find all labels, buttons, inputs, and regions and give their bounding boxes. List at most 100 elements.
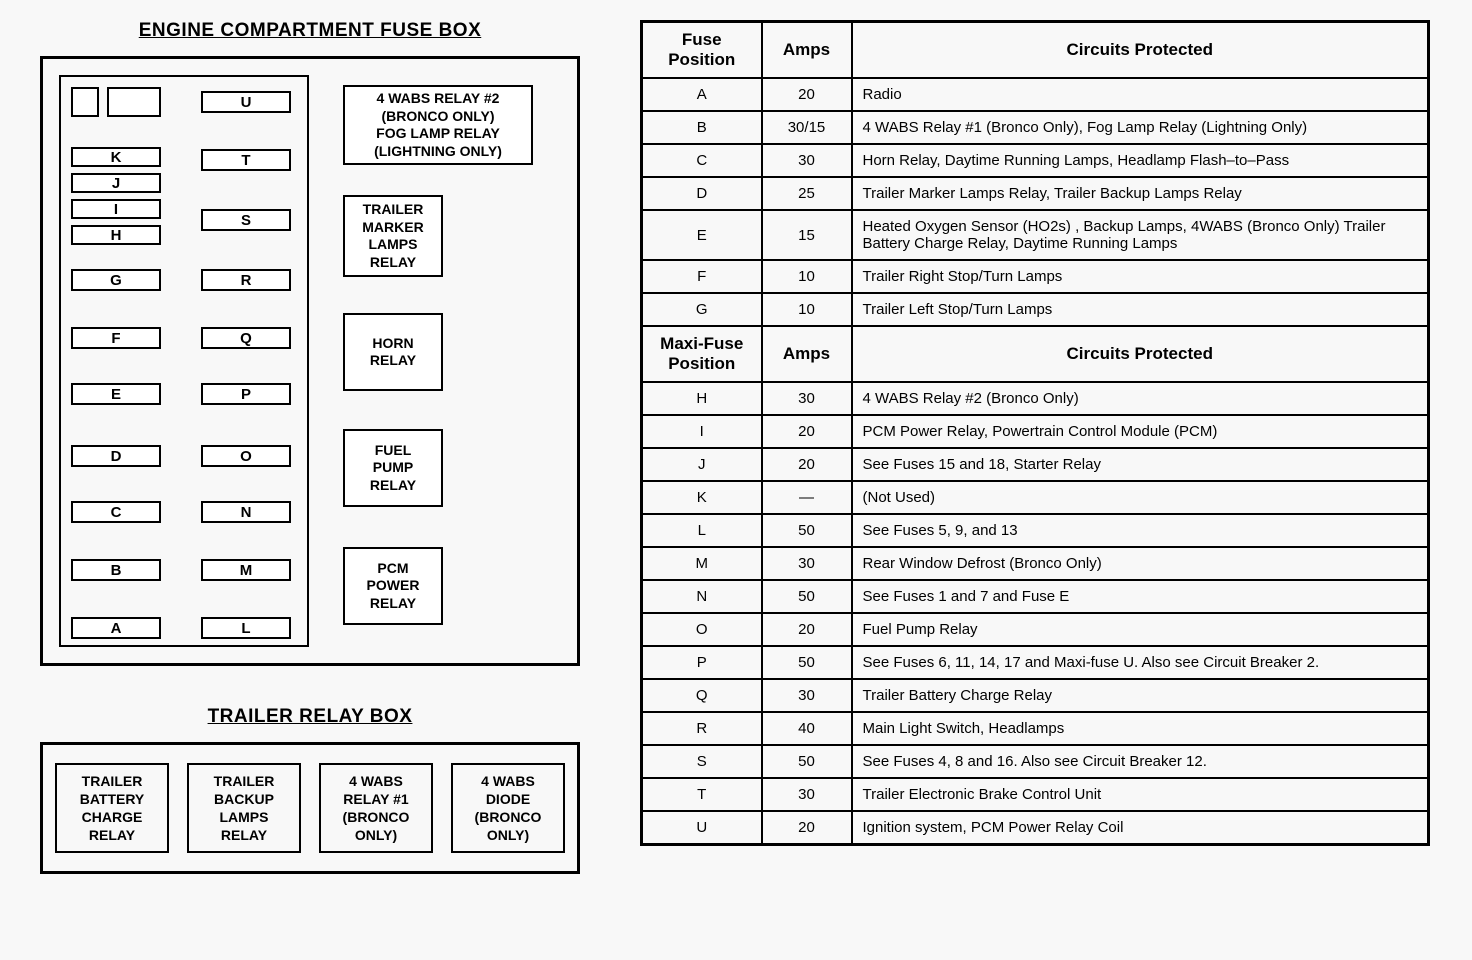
cell-amps: 20 — [762, 415, 852, 448]
cell-circuits: Rear Window Defrost (Bronco Only) — [852, 547, 1429, 580]
table-row: T30Trailer Electronic Brake Control Unit — [642, 778, 1429, 811]
fuse-blank2 — [107, 87, 161, 117]
table-row: R40Main Light Switch, Headlamps — [642, 712, 1429, 745]
cell-pos: H — [642, 382, 762, 415]
trailer-relay-2: 4 WABS RELAY #1 (BRONCO ONLY) — [319, 763, 433, 853]
cell-pos: N — [642, 580, 762, 613]
table-row: J20See Fuses 15 and 18, Starter Relay — [642, 448, 1429, 481]
trailer-relay-1: TRAILER BACKUP LAMPS RELAY — [187, 763, 301, 853]
trailer-relay-box: TRAILER BATTERY CHARGE RELAYTRAILER BACK… — [40, 742, 580, 874]
cell-pos: P — [642, 646, 762, 679]
cell-pos: E — [642, 210, 762, 260]
cell-circuits: Trailer Marker Lamps Relay, Trailer Back… — [852, 177, 1429, 210]
cell-pos: O — [642, 613, 762, 646]
fuse-F: F — [71, 327, 161, 349]
fuse-C: C — [71, 501, 161, 523]
cell-amps: 50 — [762, 514, 852, 547]
fuse-Q: Q — [201, 327, 291, 349]
cell-amps: 15 — [762, 210, 852, 260]
cell-pos: C — [642, 144, 762, 177]
cell-amps: 20 — [762, 613, 852, 646]
cell-circuits: Heated Oxygen Sensor (HO2s) , Backup Lam… — [852, 210, 1429, 260]
table-row: M30Rear Window Defrost (Bronco Only) — [642, 547, 1429, 580]
cell-pos: L — [642, 514, 762, 547]
cell-amps: — — [762, 481, 852, 514]
cell-amps: 50 — [762, 646, 852, 679]
right-panel: Fuse PositionAmpsCircuits ProtectedA20Ra… — [640, 20, 1430, 846]
fuse-G: G — [71, 269, 161, 291]
cell-pos: G — [642, 293, 762, 326]
cell-circuits: Trailer Battery Charge Relay — [852, 679, 1429, 712]
fuse-E: E — [71, 383, 161, 405]
table-row: F10Trailer Right Stop/Turn Lamps — [642, 260, 1429, 293]
cell-circuits: Ignition system, PCM Power Relay Coil — [852, 811, 1429, 845]
cell-pos: D — [642, 177, 762, 210]
cell-circuits: (Not Used) — [852, 481, 1429, 514]
cell-circuits: Radio — [852, 78, 1429, 111]
cell-pos: S — [642, 745, 762, 778]
fuse-J: J — [71, 173, 161, 193]
cell-amps: 40 — [762, 712, 852, 745]
cell-pos: J — [642, 448, 762, 481]
fuse-T: T — [201, 149, 291, 171]
col-amps: Amps — [762, 326, 852, 382]
cell-circuits: Horn Relay, Daytime Running Lamps, Headl… — [852, 144, 1429, 177]
cell-circuits: Fuel Pump Relay — [852, 613, 1429, 646]
cell-circuits: PCM Power Relay, Powertrain Control Modu… — [852, 415, 1429, 448]
cell-amps: 10 — [762, 260, 852, 293]
cell-circuits: 4 WABS Relay #2 (Bronco Only) — [852, 382, 1429, 415]
fuse-I: I — [71, 199, 161, 219]
fuse-box-title: ENGINE COMPARTMENT FUSE BOX — [40, 20, 580, 42]
fuse-N: N — [201, 501, 291, 523]
table-row: D25Trailer Marker Lamps Relay, Trailer B… — [642, 177, 1429, 210]
table-row: A20Radio — [642, 78, 1429, 111]
trailer-title: TRAILER RELAY BOX — [40, 706, 580, 728]
table-header: Maxi-Fuse PositionAmpsCircuits Protected — [642, 326, 1429, 382]
cell-circuits: Trailer Right Stop/Turn Lamps — [852, 260, 1429, 293]
table-row: N50See Fuses 1 and 7 and Fuse E — [642, 580, 1429, 613]
cell-amps: 50 — [762, 580, 852, 613]
cell-circuits: See Fuses 4, 8 and 16. Also see Circuit … — [852, 745, 1429, 778]
fuse-box-inner: KJIHGFEDCBAUTSRQPONML — [59, 75, 309, 647]
cell-amps: 25 — [762, 177, 852, 210]
fuse-D: D — [71, 445, 161, 467]
table-row: P50See Fuses 6, 11, 14, 17 and Maxi-fuse… — [642, 646, 1429, 679]
fuse-P: P — [201, 383, 291, 405]
relay-1: TRAILER MARKER LAMPS RELAY — [343, 195, 443, 277]
cell-amps: 20 — [762, 448, 852, 481]
col-amps: Amps — [762, 22, 852, 79]
cell-circuits: See Fuses 1 and 7 and Fuse E — [852, 580, 1429, 613]
table-row: U20Ignition system, PCM Power Relay Coil — [642, 811, 1429, 845]
table-row: B30/154 WABS Relay #1 (Bronco Only), Fog… — [642, 111, 1429, 144]
relay-0: 4 WABS RELAY #2 (BRONCO ONLY) FOG LAMP R… — [343, 85, 533, 165]
cell-circuits: Trailer Left Stop/Turn Lamps — [852, 293, 1429, 326]
cell-circuits: 4 WABS Relay #1 (Bronco Only), Fog Lamp … — [852, 111, 1429, 144]
fuse-table: Fuse PositionAmpsCircuits ProtectedA20Ra… — [640, 20, 1430, 846]
cell-amps: 30 — [762, 144, 852, 177]
table-row: K—(Not Used) — [642, 481, 1429, 514]
cell-circuits: Trailer Electronic Brake Control Unit — [852, 778, 1429, 811]
cell-amps: 30 — [762, 382, 852, 415]
cell-amps: 30/15 — [762, 111, 852, 144]
relay-3: FUEL PUMP RELAY — [343, 429, 443, 507]
cell-amps: 50 — [762, 745, 852, 778]
table-row: Q30Trailer Battery Charge Relay — [642, 679, 1429, 712]
table-row: H304 WABS Relay #2 (Bronco Only) — [642, 382, 1429, 415]
left-panel: ENGINE COMPARTMENT FUSE BOX KJIHGFEDCBAU… — [40, 20, 580, 874]
cell-pos: F — [642, 260, 762, 293]
cell-amps: 10 — [762, 293, 852, 326]
table-header: Fuse PositionAmpsCircuits Protected — [642, 22, 1429, 79]
fuse-R: R — [201, 269, 291, 291]
col-circuits: Circuits Protected — [852, 22, 1429, 79]
cell-amps: 30 — [762, 547, 852, 580]
cell-circuits: See Fuses 5, 9, and 13 — [852, 514, 1429, 547]
fuse-H: H — [71, 225, 161, 245]
cell-circuits: See Fuses 6, 11, 14, 17 and Maxi-fuse U.… — [852, 646, 1429, 679]
fuse-B: B — [71, 559, 161, 581]
table-row: E15Heated Oxygen Sensor (HO2s) , Backup … — [642, 210, 1429, 260]
table-row: I20PCM Power Relay, Powertrain Control M… — [642, 415, 1429, 448]
engine-fuse-box: KJIHGFEDCBAUTSRQPONML 4 WABS RELAY #2 (B… — [40, 56, 580, 666]
cell-amps: 30 — [762, 778, 852, 811]
col-fuse-position: Maxi-Fuse Position — [642, 326, 762, 382]
table-row: S50See Fuses 4, 8 and 16. Also see Circu… — [642, 745, 1429, 778]
